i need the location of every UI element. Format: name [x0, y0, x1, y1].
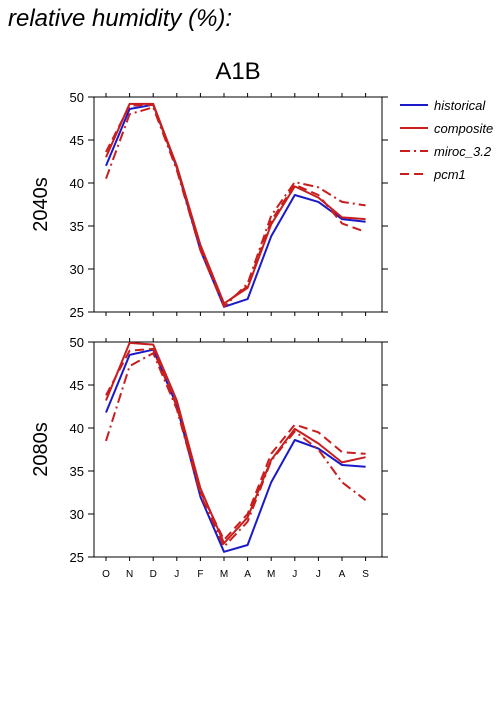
- y-tick-label: 40: [70, 176, 84, 191]
- x-tick-label: A: [244, 569, 251, 580]
- panel-row-label: 2080s: [30, 422, 52, 477]
- x-tick-label: N: [126, 569, 133, 580]
- panel-row-label: 2040s: [30, 177, 52, 232]
- y-tick-label: 40: [70, 421, 84, 436]
- series-line-pcm1: [105, 347, 366, 541]
- series-line-miroc_3.2: [105, 352, 367, 548]
- scenario-title: A1B: [215, 58, 260, 85]
- y-tick-label: 45: [70, 378, 84, 393]
- y-tick-label: 50: [70, 90, 84, 105]
- y-tick-label: 35: [70, 219, 84, 234]
- y-tick-label: 30: [70, 262, 84, 277]
- x-tick-label: M: [220, 569, 228, 580]
- legend-label-pcm1: pcm1: [433, 167, 466, 182]
- x-tick-label: J: [292, 569, 297, 580]
- series-line-composite: [105, 341, 366, 545]
- y-tick-label: 35: [70, 464, 84, 479]
- legend-label-historical: historical: [434, 98, 486, 113]
- plot-frame: [93, 341, 383, 558]
- panel-2040s: 25 30 35 40 45 50 2040s: [30, 90, 388, 320]
- y-tick-label: 45: [70, 133, 84, 148]
- y-tick-label: 30: [70, 507, 84, 522]
- legend-label-miroc_3.2: miroc_3.2: [434, 144, 492, 159]
- x-tick-label: M: [267, 569, 275, 580]
- x-tick-label: D: [150, 569, 157, 580]
- x-tick-label: S: [362, 569, 369, 580]
- legend: historical composite miroc_3.2 pcm1: [400, 98, 493, 182]
- series-line-historical: [105, 348, 366, 553]
- x-tick-label: J: [316, 569, 321, 580]
- y-tick-label: 25: [70, 305, 84, 320]
- panel-2080s: 25 30 35 40 45 50 O N D J F M A M J J A S 2080s: [30, 335, 388, 580]
- x-tick-label: O: [102, 569, 110, 580]
- legend-label-composite: composite: [434, 121, 493, 136]
- y-tick-label: 25: [70, 550, 84, 565]
- series-line-pcm1: [105, 103, 366, 306]
- y-tick-label: 50: [70, 335, 84, 350]
- x-tick-label: A: [339, 569, 346, 580]
- panels-group: 25 30 35 40 45 50 2040s 25 30 35 40 45 50 O N D J F M A M J J A…: [30, 90, 388, 580]
- x-tick-label: J: [174, 569, 179, 580]
- x-tick-label: F: [197, 569, 203, 580]
- figure-title: relative humidity (%):: [8, 5, 232, 32]
- plot-frame: [93, 96, 383, 313]
